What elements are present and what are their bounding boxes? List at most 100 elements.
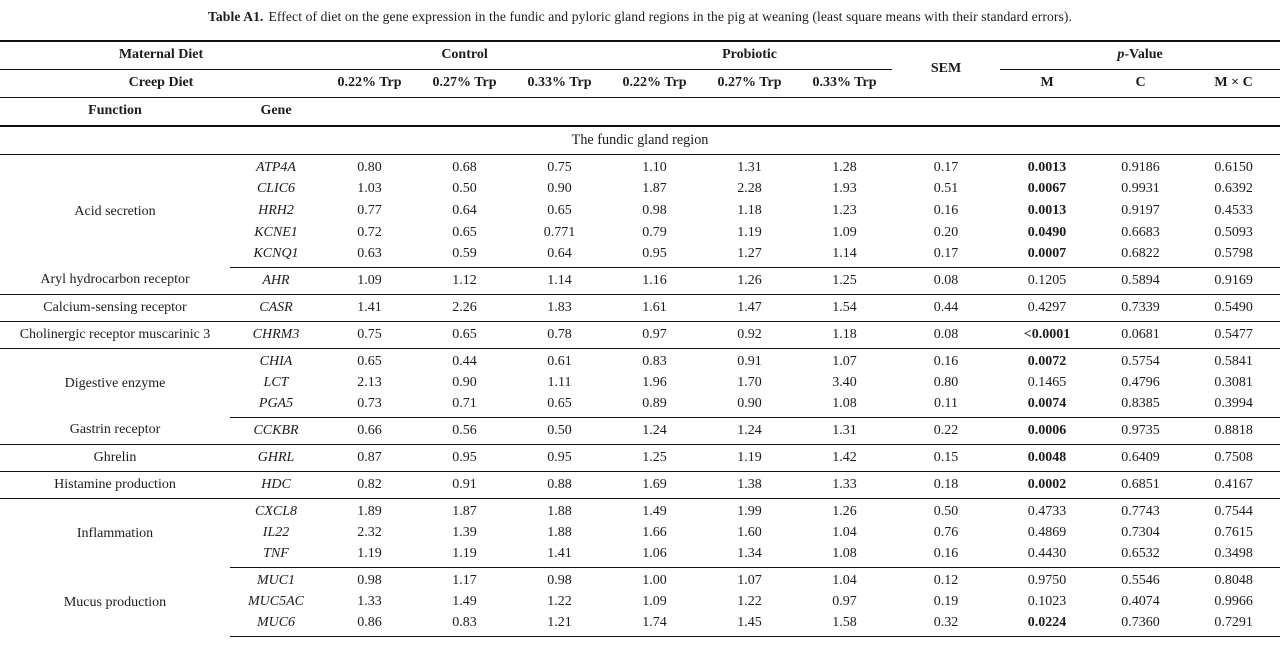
value-cell: 1.11 — [547, 374, 572, 390]
value-cell: 0.79 — [642, 224, 667, 240]
p-c-cell: 0.7743 — [1121, 503, 1160, 519]
value-cell: 0.44 — [452, 353, 477, 369]
value-cell: 1.89 — [357, 503, 382, 519]
sem-cell: 0.08 — [892, 267, 1001, 295]
p-mxc-cell: 0.5798 — [1187, 243, 1280, 268]
function-cell: Ghrelin — [0, 444, 230, 472]
table-row: Gastrin receptor CCKBR 0.66 0.56 0.50 1.24 1.2… — [0, 417, 1280, 445]
value-cell: 1.25 — [797, 267, 893, 295]
value-cell: 0.91 — [737, 353, 762, 369]
p-c-cell: 0.0681 — [1094, 321, 1188, 349]
p-c-cell: 0.7339 — [1094, 294, 1188, 322]
p-mxc-cell: 0.4167 — [1187, 471, 1280, 499]
table-caption-text: Effect of diet on the gene expression in… — [268, 9, 1073, 24]
value-cell: 1.16 — [607, 267, 703, 295]
gene-header: Gene — [230, 97, 323, 127]
value-cell: 1.38 — [702, 471, 798, 499]
value-cell: 0.72 — [357, 224, 382, 240]
value-cell: 0.65 — [547, 202, 572, 218]
value-cell: 3.40 — [832, 374, 857, 390]
value-cell: 0.83 — [642, 353, 667, 369]
trp-header: 0.33% Trp — [797, 69, 893, 98]
p-m-cell: <0.0001 — [1000, 321, 1095, 349]
p-m-cell: 0.0002 — [1000, 471, 1095, 499]
header-row-function-gene: Function Gene — [0, 97, 1280, 127]
value-cell: 1.14 — [512, 267, 608, 295]
table-row: Digestive enzyme CHIA 0.65 0.44 0.61 0.83 0.91… — [0, 348, 1280, 392]
value-cell: 0.90 — [547, 180, 572, 196]
value-cell: 1.69 — [607, 471, 703, 499]
value-cell: 1.47 — [702, 294, 798, 322]
value-cell: 0.97 — [832, 593, 857, 609]
value-cell: 0.64 — [512, 243, 608, 268]
value-cell: 1.49 — [642, 503, 667, 519]
p-c-cell: 0.4074 — [1121, 593, 1160, 609]
function-cell: Gastrin receptor — [0, 417, 230, 445]
value-cell: 0.98 — [357, 572, 382, 588]
value-cell: 0.771 — [543, 224, 576, 240]
value-cell: 0.90 — [452, 374, 477, 390]
value-cell: 1.19 — [417, 543, 513, 568]
sem-header: SEM — [892, 41, 1001, 98]
value-cell: 0.73 — [322, 393, 418, 418]
value-cell: 1.04 — [832, 524, 857, 540]
value-cell: 0.91 — [417, 471, 513, 499]
value-cell: 2.32 — [357, 524, 382, 540]
table-row: Calcium-sensing receptor CASR 1.41 2.26 1.83… — [0, 294, 1280, 322]
value-cell: 0.56 — [417, 417, 513, 445]
value-cell: 1.08 — [797, 543, 893, 568]
value-cell: 1.54 — [797, 294, 893, 322]
value-cell: 0.82 — [322, 471, 418, 499]
value-cell: 1.41 — [322, 294, 418, 322]
p-mxc-cell: 0.8818 — [1187, 417, 1280, 445]
value-cell: 0.77 — [357, 202, 382, 218]
p-mxc-cell: 0.5490 — [1187, 294, 1280, 322]
gene-cell: LCT — [263, 374, 289, 390]
value-cell: 0.92 — [702, 321, 798, 349]
value-cell: 1.49 — [452, 593, 477, 609]
p-mxc-cell: 0.5477 — [1187, 321, 1280, 349]
table-row: LCT 2.13 0.90 1.11 1.96 1.70 3.40 0.80 0.1465 0.4… — [0, 372, 1280, 394]
value-cell: 2.13 — [357, 374, 382, 390]
value-cell: 1.33 — [357, 593, 382, 609]
section-row: The fundic gland region — [0, 126, 1280, 155]
maternal-diet-header: Maternal Diet — [0, 41, 323, 70]
p-c-cell: 0.9186 — [1121, 159, 1160, 175]
p-c-cell: 0.7360 — [1094, 612, 1188, 637]
p-m-cell: 0.0006 — [1000, 417, 1095, 445]
value-cell: 0.98 — [547, 572, 572, 588]
table-row: Ghrelin GHRL 0.87 0.95 0.95 1.25 1.19 1.42 0.15 0… — [0, 444, 1280, 472]
value-cell: 1.19 — [702, 444, 798, 472]
value-cell: 1.42 — [797, 444, 893, 472]
value-cell: 1.19 — [322, 543, 418, 568]
value-cell: 1.87 — [642, 180, 667, 196]
header-row-creep: Creep Diet 0.22% Trp 0.27% Trp 0.33% Trp… — [0, 69, 1280, 98]
p-mxc-cell: 0.6392 — [1214, 180, 1253, 196]
function-cell: Histamine production — [0, 471, 230, 499]
value-cell: 0.68 — [452, 159, 477, 175]
value-cell: 1.34 — [702, 543, 798, 568]
p-c-cell: 0.6532 — [1094, 543, 1188, 568]
sem-cell: 0.17 — [892, 243, 1001, 268]
table-row: KCNQ1 0.63 0.59 0.64 0.95 1.27 1.14 0.17 0.0007 0… — [0, 243, 1280, 268]
p-mxc-cell: 0.8048 — [1214, 572, 1253, 588]
p-c-cell: 0.9735 — [1094, 417, 1188, 445]
p-mxc-cell: 0.9169 — [1187, 267, 1280, 295]
p-m-cell: 0.0013 — [1027, 202, 1067, 218]
p-mxc-cell: 0.7615 — [1214, 524, 1253, 540]
p-c-cell: 0.9931 — [1121, 180, 1160, 196]
gene-expression-table: Maternal Diet Control Probiotic SEM p-Va… — [0, 40, 1280, 637]
trp-header: 0.22% Trp — [607, 69, 703, 98]
table-row: MUC6 0.86 0.83 1.21 1.74 1.45 1.58 0.32 0.0224 0.… — [0, 612, 1280, 637]
value-cell: 1.87 — [452, 503, 477, 519]
value-cell: 0.86 — [322, 612, 418, 637]
sem-cell: 0.20 — [933, 224, 959, 240]
p-c-cell: 0.6683 — [1121, 224, 1160, 240]
value-cell: 1.24 — [607, 417, 703, 445]
p-m-cell: 0.9750 — [1027, 572, 1067, 588]
value-cell: 0.59 — [417, 243, 513, 268]
p-c-cell: 0.6851 — [1094, 471, 1188, 499]
value-cell: 1.74 — [607, 612, 703, 637]
table-row: KCNE1 0.72 0.65 0.771 0.79 1.19 1.09 0.20 0.0490… — [0, 222, 1280, 244]
table-row: PGA5 0.73 0.71 0.65 0.89 0.90 1.08 0.11 0.0074 0.… — [0, 393, 1280, 418]
